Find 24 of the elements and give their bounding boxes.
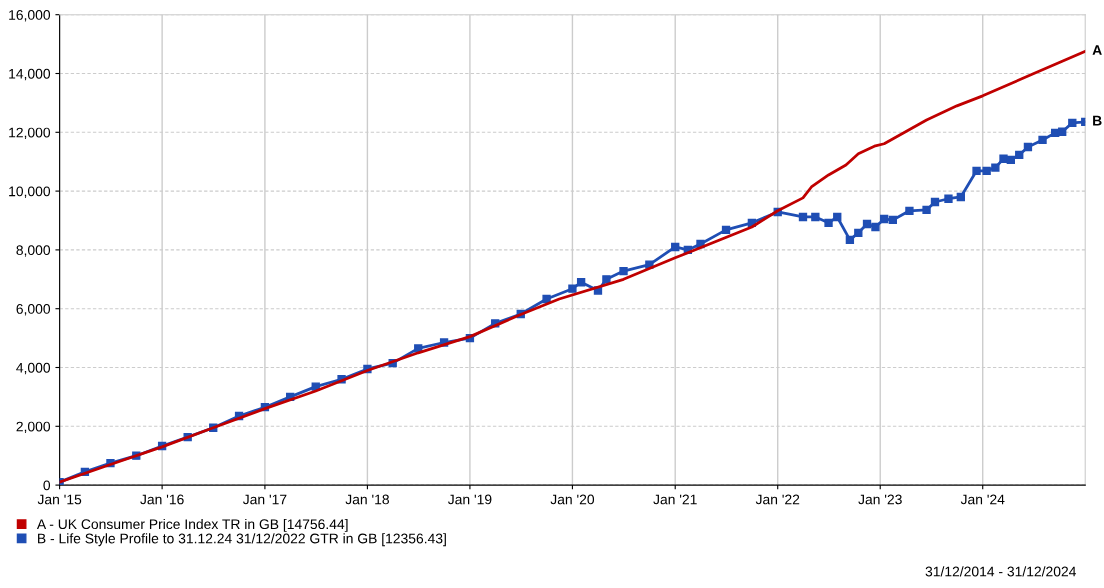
y-tick-label: 4,000 (16, 362, 51, 375)
annotation: B (1093, 115, 1102, 126)
text: 31/12/2014 - 31/12/2024 (925, 566, 1077, 577)
x-tick-label: Jan '23 (858, 494, 902, 505)
y-tick-label: 12,000 (9, 127, 51, 140)
x-tick-label: Jan '17 (242, 494, 287, 505)
legend-label: A - UK Consumer Price Index TR in GB [14756.44] (36, 518, 348, 532)
x-tick-label: Jan '20 (550, 494, 595, 505)
annotation: A (1092, 45, 1102, 55)
x-tick-label: Jan '21 (653, 494, 697, 505)
y-tick-label: 14,000 (9, 68, 51, 81)
y-tick-label: 16,000 (9, 10, 51, 22)
y-tick-label: 0 (43, 480, 51, 491)
x-tick-label: Jan '15 (37, 494, 82, 505)
legend-label: B - Life Style Profile to 31.12.24 31/12/2022 GTR in GB [12356.43] (38, 533, 446, 547)
y-tick-label: 8,000 (16, 245, 51, 257)
y-tick-label: 2,000 (16, 421, 51, 434)
x-tick-label: Jan '18 (345, 494, 389, 505)
x-tick-label: Jan '16 (140, 494, 184, 505)
y-tick-label: 6,000 (16, 304, 51, 316)
x-tick-label: Jan '24 (960, 494, 1005, 505)
x-tick-label: Jan '22 (755, 494, 800, 505)
y-tick-label: 10,000 (9, 186, 51, 198)
x-tick-label: Jan '19 (447, 494, 492, 505)
